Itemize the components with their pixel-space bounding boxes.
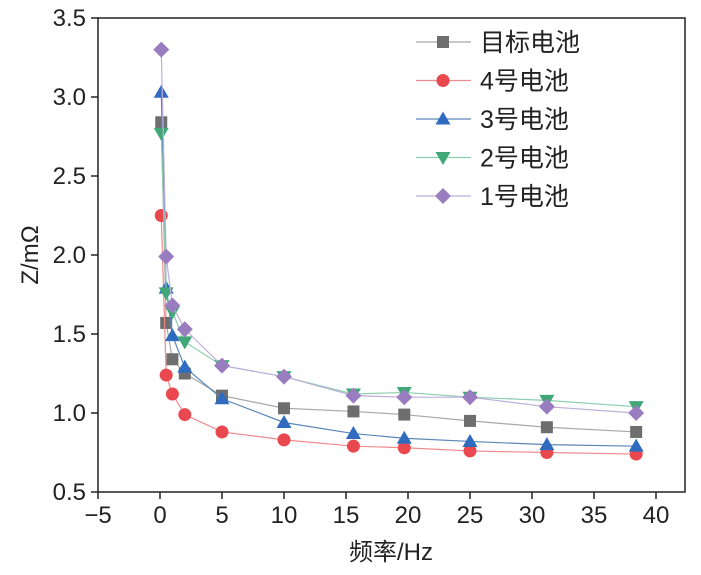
legend-item: 2号电池	[416, 145, 569, 173]
legend-label: 目标电池	[480, 29, 580, 57]
y-tick-label: 1.0	[53, 400, 86, 427]
series-2	[154, 209, 643, 461]
data-point	[153, 84, 169, 98]
x-tick-label: −5	[84, 502, 111, 529]
legend-label: 1号电池	[480, 183, 569, 211]
legend-marker	[435, 111, 451, 125]
data-point	[178, 408, 192, 422]
x-tick-label: 30	[519, 502, 546, 529]
data-point	[166, 353, 179, 366]
data-point	[159, 368, 173, 382]
y-tick-label: 2.0	[53, 242, 86, 269]
data-point	[398, 408, 411, 421]
data-point	[538, 398, 555, 415]
y-axis-label: Z/mΩ	[17, 225, 44, 284]
data-point	[177, 336, 193, 350]
data-point	[176, 321, 193, 338]
x-tick-label: 15	[333, 502, 360, 529]
legend-label: 3号电池	[480, 106, 569, 134]
data-point	[628, 438, 644, 452]
legend-item: 目标电池	[416, 29, 580, 57]
y-tick-label: 3.5	[53, 5, 86, 32]
y-tick-label: 3.0	[53, 84, 86, 111]
data-point	[164, 328, 180, 342]
legend-item: 4号电池	[416, 68, 569, 96]
x-tick-label: 40	[643, 502, 670, 529]
data-point	[630, 425, 643, 438]
x-tick-label: 0	[153, 502, 166, 529]
data-point	[397, 441, 411, 455]
data-point	[345, 426, 361, 440]
legend-label: 4号电池	[480, 68, 569, 96]
x-tick-label: 35	[581, 502, 608, 529]
legend-marker	[435, 188, 451, 204]
legend-item: 3号电池	[416, 106, 569, 134]
data-point	[628, 405, 645, 421]
series-4	[153, 127, 644, 415]
x-axis-label: 频率/Hz	[349, 539, 433, 566]
data-point	[276, 414, 292, 428]
series-line	[160, 133, 637, 408]
x-tick-label: 10	[271, 502, 298, 529]
series-5	[153, 41, 645, 421]
legend-marker	[436, 74, 450, 87]
y-tick-label: 1.5	[53, 321, 86, 348]
data-point	[346, 439, 360, 453]
data-point	[214, 391, 230, 405]
legend-marker	[435, 152, 451, 165]
y-tick-label: 2.5	[53, 163, 86, 190]
series-line	[160, 49, 637, 414]
data-point	[539, 437, 555, 451]
data-point	[540, 421, 553, 434]
data-point	[164, 297, 181, 314]
data-point	[345, 387, 362, 404]
legend-label: 2号电池	[480, 145, 569, 173]
y-tick-label: 0.5	[53, 479, 86, 506]
legend-marker	[437, 36, 449, 48]
data-point	[277, 433, 291, 447]
data-point	[396, 389, 413, 406]
data-point	[462, 389, 478, 406]
data-point	[278, 402, 290, 415]
x-tick-label: 20	[395, 502, 422, 529]
data-point	[153, 41, 170, 58]
data-point	[153, 127, 169, 141]
data-point	[464, 414, 476, 427]
data-point	[177, 359, 193, 373]
data-point	[155, 116, 168, 129]
data-point	[158, 248, 175, 265]
legend-item: 1号电池	[416, 183, 569, 211]
data-point	[276, 368, 292, 385]
x-tick-label: 5	[215, 502, 228, 529]
data-point	[347, 405, 360, 418]
x-tick-label: 25	[457, 502, 484, 529]
data-point	[214, 357, 230, 374]
data-point	[396, 430, 412, 444]
data-point	[160, 316, 173, 329]
data-point	[462, 433, 478, 447]
data-point	[463, 444, 477, 458]
data-point	[215, 425, 229, 439]
data-point	[165, 387, 179, 401]
